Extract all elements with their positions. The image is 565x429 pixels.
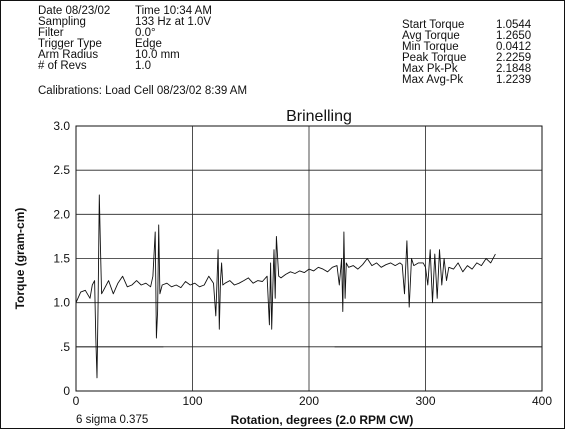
statistic-value: 1.2650	[496, 30, 532, 42]
parameter-label: Date 08/23/02	[38, 5, 111, 17]
statistic-label: Max Pk-Pk	[402, 63, 458, 75]
parameter-value: 133 Hz at 1.0V	[135, 16, 212, 28]
parameter-label: Sampling	[38, 16, 86, 28]
statistic-value: 2.1848	[496, 63, 532, 75]
statistic-value: 0.0412	[496, 41, 532, 53]
statistic-value: 1.2239	[496, 74, 532, 86]
parameter-label: Trigger Type	[38, 38, 102, 50]
y-tick-label: 1.0	[53, 296, 70, 310]
torque-series-line	[75, 194, 496, 379]
parameter-label: # of Revs	[38, 60, 87, 72]
y-tick-label: 0	[63, 384, 70, 398]
statistic-value: 1.0544	[496, 19, 532, 31]
statistic-row: Start Torque 1.0544	[402, 19, 532, 31]
parameter-value: 10.0 mm	[135, 49, 180, 61]
statistic-row: Avg Torque 1.2650	[402, 30, 532, 42]
parameter-row: Sampling 133 Hz at 1.0V	[38, 16, 212, 28]
parameter-value: Time 10:34 AM	[135, 5, 212, 17]
statistic-label: Peak Torque	[402, 52, 467, 64]
statistic-row: Min Torque 0.0412	[402, 41, 532, 53]
test-parameters: Date 08/23/02 Time 10:34 AM Sampling 133 Hz…	[38, 5, 212, 72]
statistic-row: Max Pk-Pk 2.1848	[402, 63, 532, 75]
chart-title: Brinelling	[286, 108, 352, 125]
x-axis-label: Rotation, degrees (2.0 RPM CW)	[231, 413, 414, 427]
torque-statistics: Start Torque 1.0544 Avg Torque 1.2650 Min To…	[402, 19, 532, 86]
parameter-row: Arm Radius 10.0 mm	[38, 49, 212, 61]
parameter-row: Date 08/23/02 Time 10:34 AM	[38, 5, 212, 17]
x-tick-label: 400	[532, 394, 552, 408]
y-tick-label: .5	[60, 340, 70, 354]
parameter-row: Filter 0.0°	[38, 27, 212, 39]
x-tick-label: 100	[182, 394, 202, 408]
parameter-value: Edge	[135, 38, 162, 50]
x-tick-label: 0	[73, 394, 80, 408]
statistic-row: Max Avg-Pk 1.2239	[402, 74, 532, 86]
y-tick-label: 3.0	[53, 119, 70, 133]
parameter-label: Arm Radius	[38, 49, 99, 61]
statistic-label: Max Avg-Pk	[402, 74, 464, 86]
statistic-label: Start Torque	[402, 19, 465, 31]
statistic-label: Min Torque	[402, 41, 459, 53]
statistic-row: Peak Torque 2.2259	[402, 52, 532, 64]
x-tick-label: 200	[299, 394, 319, 408]
parameter-row: Trigger Type Edge	[38, 38, 212, 50]
x-tick-label: 300	[415, 394, 435, 408]
parameter-label: Filter	[38, 27, 64, 39]
y-tick-label: 1.5	[53, 252, 70, 266]
y-tick-label: 2.0	[53, 207, 70, 221]
parameter-value: 0.0°	[135, 27, 156, 39]
statistic-label: Avg Torque	[402, 30, 460, 42]
statistic-value: 2.2259	[496, 52, 532, 64]
parameter-value: 1.0	[135, 60, 151, 72]
sigma-note: 6 sigma 0.375	[76, 414, 149, 426]
y-tick-label: 2.5	[53, 163, 70, 177]
calibration-note: Calibrations: Load Cell 08/23/02 8:39 AM	[38, 85, 248, 97]
parameter-row: # of Revs 1.0	[38, 60, 212, 72]
y-axis-label: Torque (gram-cm)	[13, 208, 27, 310]
